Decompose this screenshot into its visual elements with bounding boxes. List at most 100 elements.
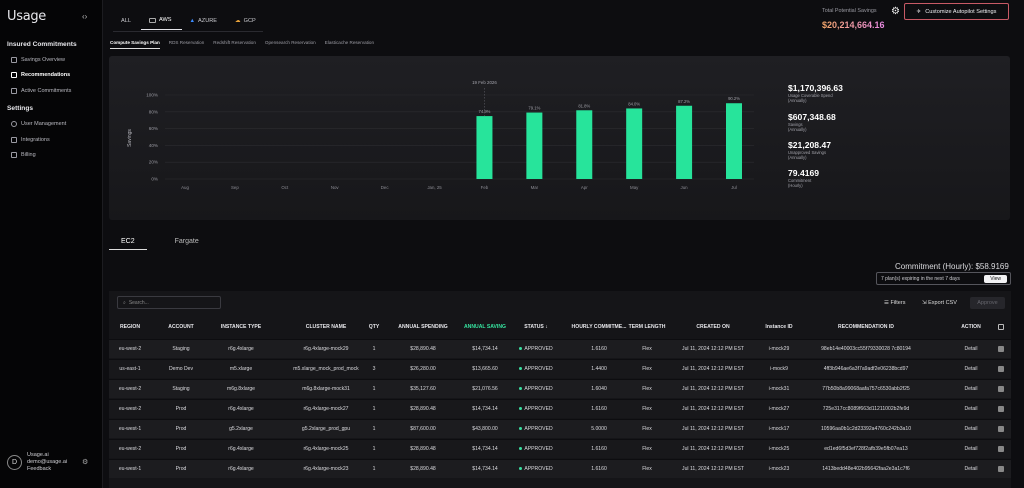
- column-header[interactable]: RECOMMENDATION ID: [838, 324, 894, 330]
- x-tick-label: Feb: [481, 185, 489, 190]
- column-header[interactable]: STATUS ↓: [524, 324, 548, 330]
- collapse-sidebar-icon[interactable]: ‹›: [82, 12, 88, 21]
- bar-value-label: 79.1%: [528, 106, 540, 111]
- table-cell: $28,890.48: [410, 406, 436, 412]
- row-checkbox[interactable]: [998, 366, 1004, 372]
- sidebar-item-recommendations[interactable]: Recommendations: [11, 72, 70, 78]
- sidebar-item-active-commitments[interactable]: Active Commitments: [11, 88, 71, 94]
- tab-label: AZURE: [198, 17, 218, 24]
- table-cell: r6g.4xlarge: [228, 466, 254, 472]
- column-header[interactable]: ACCOUNT: [168, 324, 194, 330]
- row-checkbox[interactable]: [998, 426, 1004, 432]
- approve-button[interactable]: Approve: [970, 297, 1005, 309]
- bar: [526, 112, 543, 179]
- table-row[interactable]: eu-west-1 Prod g5.2xlarge g5.2xlarge_prod_g…: [109, 419, 1011, 438]
- stat-label: Savings: [788, 122, 803, 127]
- sidebar-item-savings-overview[interactable]: Savings Overview: [11, 57, 65, 63]
- bar: [576, 110, 593, 179]
- view-button[interactable]: View: [984, 274, 1007, 283]
- stat-unapproved-savings: $21,208.47 Unapproved Savings (Annually): [788, 140, 831, 160]
- total-savings-label: Total Potential Savings: [822, 8, 877, 14]
- table-row[interactable]: eu-west-2 Staging m6g.8xlarge m6g.8xlarge-m…: [109, 379, 1011, 398]
- table-cell: r6g.4xlarge-mock29: [303, 346, 349, 352]
- table-cell: $14,734.14: [472, 446, 498, 452]
- tab-aws[interactable]: AWS: [140, 17, 182, 30]
- filters-button[interactable]: ☰ Filters: [884, 300, 905, 306]
- column-header[interactable]: QTY: [368, 324, 380, 330]
- row-checkbox[interactable]: [998, 386, 1004, 392]
- table-row[interactable]: eu-west-2 Prod r6g.4xlarge r6g.4xlarge-mock…: [109, 399, 1011, 418]
- search-input[interactable]: ⌕ Search...: [117, 296, 221, 309]
- column-header[interactable]: HOURLY COMMITME...: [571, 324, 627, 330]
- detail-button[interactable]: Detail: [964, 426, 978, 432]
- status-cell: APPROVED: [514, 446, 558, 452]
- table-cell: m5.xlarge_mock_prod_mock: [293, 366, 359, 372]
- tab-opensearch-reservation[interactable]: Opensearch Reservation: [264, 40, 316, 45]
- status-badge: APPROVED: [524, 346, 553, 352]
- status-cell: APPROVED: [514, 386, 558, 392]
- detail-button[interactable]: Detail: [964, 446, 978, 452]
- table-cell: $14,734.14: [472, 406, 498, 412]
- stat-label: Usage Coverable Spend: [788, 93, 833, 98]
- table-row[interactable]: eu-west-2 Prod r6g.4xlarge r6g.4xlarge-mock…: [109, 439, 1011, 458]
- detail-button[interactable]: Detail: [964, 366, 978, 372]
- row-checkbox[interactable]: [998, 346, 1004, 352]
- bar-value-label: 90.2%: [728, 96, 740, 101]
- table-cell: Flex: [642, 366, 652, 372]
- row-checkbox[interactable]: [998, 406, 1004, 412]
- user-name: Usage.ai: [27, 452, 49, 458]
- y-axis-label: Savings: [127, 129, 133, 147]
- customize-autopilot-button[interactable]: ✈ Customize Autopilot Settings: [904, 3, 1009, 20]
- row-checkbox[interactable]: [998, 446, 1004, 452]
- table-cell: 1.6040: [591, 386, 607, 392]
- x-tick-label: Jan, 25: [427, 185, 442, 190]
- user-profile[interactable]: D Usage.ai demo@usage.ai Feedback: [7, 452, 67, 473]
- table-row[interactable]: us-east-1 Demo Dev m5.xlarge m5.xlarge_mock…: [109, 359, 1011, 378]
- column-header[interactable]: Instance ID: [765, 324, 793, 330]
- table-cell: r6g.4xlarge-mock25: [303, 446, 349, 452]
- column-header[interactable]: CREATED ON: [696, 324, 730, 330]
- column-header[interactable]: INSTANCE TYPE: [220, 324, 262, 330]
- x-tick-label: Sep: [231, 185, 239, 190]
- settings-gear-icon[interactable]: ⚙: [891, 6, 900, 17]
- column-header[interactable]: REGION: [119, 324, 141, 330]
- sidebar-item-billing[interactable]: Billing: [11, 152, 36, 158]
- tab-fargate[interactable]: Fargate: [174, 238, 199, 245]
- column-header[interactable]: ANNUAL SAVING: [464, 324, 506, 330]
- tab-elasticache-reservation[interactable]: Elasticache Reservation: [324, 40, 375, 45]
- column-header[interactable]: ACTION: [961, 324, 981, 330]
- tab-azure[interactable]: ▲ AZURE: [182, 17, 228, 30]
- table-cell: 1: [372, 466, 376, 472]
- tab-redshift-reservation[interactable]: Redshift Reservation: [213, 40, 256, 45]
- detail-button[interactable]: Detail: [964, 386, 978, 392]
- stat-savings: $607,348.68 Savings (Annually): [788, 112, 836, 132]
- status-dot-icon: [519, 407, 523, 411]
- sidebar-item-integrations[interactable]: Integrations: [11, 137, 50, 143]
- export-csv-button[interactable]: ⇲ Export CSV: [922, 300, 957, 306]
- tab-gcp[interactable]: ☁ GCP: [227, 17, 266, 30]
- detail-button[interactable]: Detail: [964, 346, 978, 352]
- table-cell: r6g.4xlarge: [228, 346, 254, 352]
- user-settings-gear-icon[interactable]: ⚙: [82, 459, 89, 466]
- tab-compute-savings-plan[interactable]: Compute Savings Plan: [110, 40, 160, 49]
- table-row[interactable]: eu-west-2 Staging r6g.4xlarge r6g.4xlarge-m…: [109, 339, 1011, 358]
- feedback-link[interactable]: Feedback: [27, 466, 52, 472]
- column-header[interactable]: CLUSTER NAME: [305, 324, 347, 330]
- row-checkbox[interactable]: [998, 466, 1004, 472]
- sidebar-item-user-management[interactable]: User Management: [11, 121, 66, 127]
- table-row[interactable]: eu-west-1 Prod r6g.4xlarge r6g.4xlarge-mock…: [109, 459, 1011, 478]
- table-cell: $28,890.48: [410, 466, 436, 472]
- table-cell: m6g.8xlarge: [226, 386, 256, 392]
- detail-button[interactable]: Detail: [964, 466, 978, 472]
- select-all-checkbox[interactable]: [998, 324, 1004, 330]
- tab-rds-reservation[interactable]: RDS Reservation: [168, 40, 205, 45]
- table-cell: 5.0000: [591, 426, 607, 432]
- column-header[interactable]: ANNUAL SPENDING: [398, 324, 448, 330]
- table-cell: 1.6160: [591, 446, 607, 452]
- detail-button[interactable]: Detail: [964, 406, 978, 412]
- app-logo: Usage: [7, 9, 47, 24]
- tab-ec2[interactable]: EC2: [109, 238, 147, 250]
- button-label: Export CSV: [928, 300, 957, 306]
- tab-all[interactable]: ALL: [113, 17, 141, 30]
- column-header[interactable]: TERM LENGTH: [628, 324, 666, 330]
